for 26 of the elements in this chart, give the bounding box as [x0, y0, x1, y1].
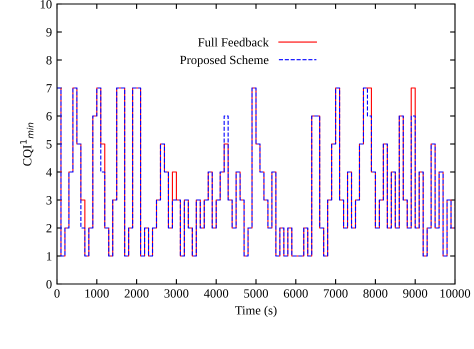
- x-tick-label: 3000: [164, 289, 188, 298]
- x-tick-label: 0: [54, 289, 60, 298]
- x-tick-label: 1000: [85, 289, 109, 298]
- x-tick-label: 8000: [363, 289, 388, 298]
- x-axis-title: Time (s): [235, 306, 277, 318]
- x-tick-label: 5000: [244, 289, 268, 298]
- y-tick-label: 10: [40, 0, 52, 8]
- x-tick-label: 6000: [284, 289, 308, 298]
- x-tick-label: 10000: [440, 289, 470, 298]
- x-tick-label: 2000: [124, 289, 149, 298]
- y-axis-title: CQI$^{1}$$_{min}$: [20, 122, 34, 166]
- y-tick-label: 6: [46, 112, 52, 120]
- y-tick-label: 9: [46, 28, 52, 36]
- x-tick-label: 9000: [403, 289, 428, 298]
- y-tick-label: 3: [46, 196, 52, 204]
- y-tick-label: 5: [46, 140, 52, 148]
- legend-label: Full Feedback: [198, 38, 269, 47]
- x-tick-label: 7000: [324, 289, 348, 298]
- legend-label: Proposed Scheme: [180, 55, 268, 67]
- y-tick-label: 2: [46, 224, 52, 232]
- y-tick-label: 7: [46, 84, 52, 92]
- y-tick-label: 4: [46, 168, 52, 176]
- y-tick-label: 0: [46, 280, 52, 288]
- y-tick-label: 1: [46, 252, 52, 260]
- y-tick-label: 8: [46, 56, 52, 64]
- x-tick-label: 4000: [204, 289, 228, 298]
